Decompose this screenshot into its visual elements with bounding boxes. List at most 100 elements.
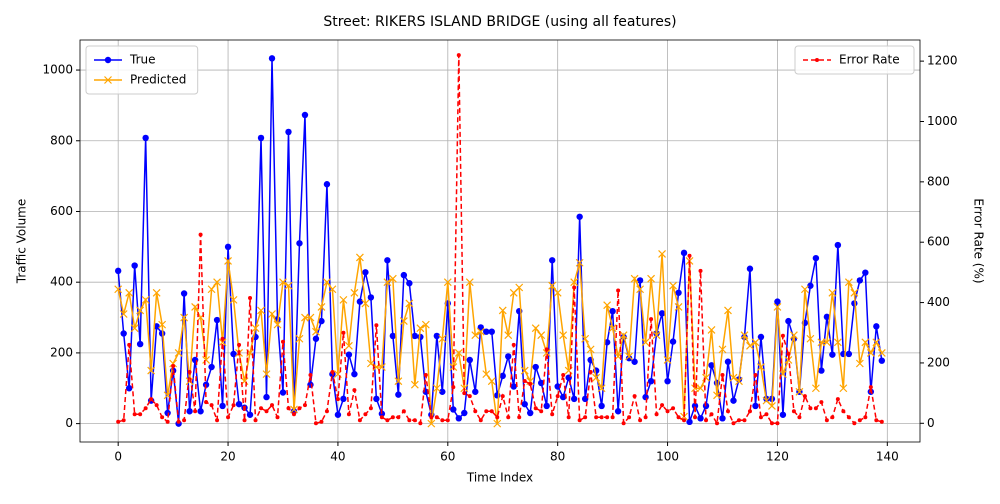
point [671,406,676,411]
point [399,317,408,326]
point [773,303,782,311]
point [296,240,303,247]
point [488,328,495,335]
point [411,332,419,340]
point [432,384,441,393]
point [638,418,643,423]
point [686,418,693,426]
point [246,411,254,418]
y-tick-label: 800 [50,133,73,147]
point [346,412,351,417]
point [224,243,232,251]
point [406,280,413,287]
point [324,409,329,414]
point [631,358,638,365]
point [652,331,661,340]
point [295,334,304,343]
point [395,391,402,398]
point [544,347,549,352]
point [138,412,143,417]
point [484,409,489,414]
point [855,359,864,368]
point [682,418,687,423]
point [559,393,567,401]
point [114,285,123,294]
point [350,288,359,297]
point [768,402,776,410]
point [785,317,792,325]
point [465,278,474,287]
point [581,395,589,403]
legend-marker [104,56,112,64]
point [230,350,237,358]
point [385,418,390,423]
y2-tick-label: 1200 [927,54,958,68]
point [301,111,309,119]
point [434,415,439,420]
point [663,356,672,364]
point [119,310,128,318]
point [844,278,853,287]
point [861,338,870,347]
point [273,320,282,329]
legend-label: Predicted [130,73,186,87]
point [421,320,430,329]
x-tick-label: 140 [876,450,899,464]
point [472,388,479,395]
point [340,395,347,403]
point [531,324,540,333]
point [290,405,298,414]
point [193,409,198,414]
point [182,418,187,423]
point [136,306,145,315]
point [532,363,539,371]
point [812,254,820,262]
point [818,367,825,374]
point [856,277,864,284]
point [136,340,144,348]
point [839,384,848,393]
point [154,403,159,408]
point [511,342,516,347]
point [242,418,247,423]
point [786,351,791,356]
point [548,281,557,290]
x-tick-label: 120 [766,450,789,464]
point [581,334,590,343]
y-axis-label: Traffic Volume [15,199,29,285]
point [696,384,705,393]
point [603,301,612,310]
point [747,409,752,414]
point [198,232,203,237]
point [279,389,287,396]
point [879,419,884,424]
point [715,421,720,426]
point [220,336,225,341]
point [158,320,167,329]
point [636,277,644,284]
point [412,418,417,423]
point [742,418,747,423]
point [802,394,807,399]
point [262,370,271,379]
x-tick-label: 100 [656,450,679,464]
point [312,327,320,336]
point [339,295,348,304]
point [213,278,221,287]
point [355,253,364,262]
point [361,299,370,308]
point [561,373,566,377]
point [669,338,677,345]
point [702,373,710,382]
point [691,402,699,410]
point [555,394,560,399]
point [478,418,483,423]
point [775,421,780,426]
point [147,366,156,375]
point [730,397,737,404]
point [215,418,220,423]
y2-axis-label: Error Rate (%) [972,198,986,283]
point [285,128,292,136]
point [270,403,275,408]
point [828,288,837,297]
